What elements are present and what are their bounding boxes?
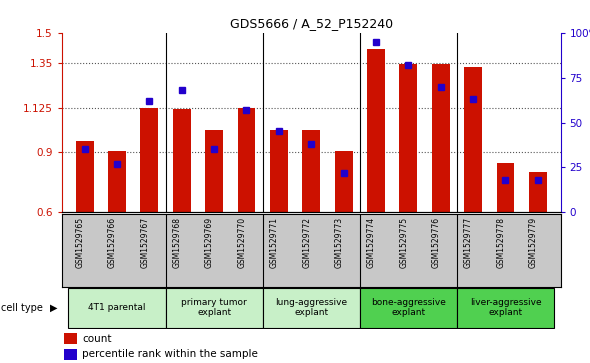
- Bar: [335, 151, 352, 332]
- Text: count: count: [82, 334, 112, 344]
- Text: GSM1529771: GSM1529771: [270, 217, 279, 268]
- Bar: [399, 64, 417, 332]
- Text: ▶: ▶: [50, 303, 58, 313]
- Bar: [68, 287, 166, 328]
- Bar: [457, 287, 554, 328]
- Text: GSM1529778: GSM1529778: [496, 217, 506, 268]
- Title: GDS5666 / A_52_P152240: GDS5666 / A_52_P152240: [230, 17, 393, 30]
- Bar: [238, 107, 255, 332]
- Bar: [497, 163, 514, 332]
- Text: GSM1529767: GSM1529767: [140, 217, 149, 268]
- Bar: [173, 109, 191, 332]
- Text: liver-aggressive
explant: liver-aggressive explant: [470, 298, 541, 317]
- Bar: [64, 349, 77, 360]
- Text: GSM1529775: GSM1529775: [399, 217, 408, 268]
- Bar: [166, 287, 263, 328]
- Text: cell type: cell type: [1, 303, 43, 313]
- Bar: [205, 131, 223, 332]
- Text: GSM1529766: GSM1529766: [108, 217, 117, 268]
- Text: bone-aggressive
explant: bone-aggressive explant: [371, 298, 446, 317]
- Text: GSM1529773: GSM1529773: [335, 217, 343, 268]
- Bar: [432, 64, 450, 332]
- Bar: [108, 151, 126, 332]
- Text: GSM1529779: GSM1529779: [529, 217, 538, 268]
- Bar: [464, 67, 482, 332]
- Text: GSM1529769: GSM1529769: [205, 217, 214, 268]
- Bar: [263, 287, 360, 328]
- Bar: [64, 333, 77, 344]
- Text: primary tumor
explant: primary tumor explant: [181, 298, 247, 317]
- Text: GSM1529770: GSM1529770: [238, 217, 247, 268]
- Text: GSM1529765: GSM1529765: [76, 217, 84, 268]
- Text: GSM1529776: GSM1529776: [432, 217, 441, 268]
- Bar: [302, 131, 320, 332]
- Bar: [529, 172, 547, 332]
- Text: GSM1529772: GSM1529772: [302, 217, 312, 268]
- Text: GSM1529774: GSM1529774: [367, 217, 376, 268]
- Bar: [367, 49, 385, 332]
- Bar: [140, 107, 158, 332]
- Text: GSM1529768: GSM1529768: [173, 217, 182, 268]
- Bar: [76, 142, 93, 332]
- Text: GSM1529777: GSM1529777: [464, 217, 473, 268]
- Text: 4T1 parental: 4T1 parental: [88, 303, 146, 312]
- Text: lung-aggressive
explant: lung-aggressive explant: [275, 298, 348, 317]
- Bar: [270, 131, 288, 332]
- Bar: [360, 287, 457, 328]
- Text: percentile rank within the sample: percentile rank within the sample: [82, 349, 258, 359]
